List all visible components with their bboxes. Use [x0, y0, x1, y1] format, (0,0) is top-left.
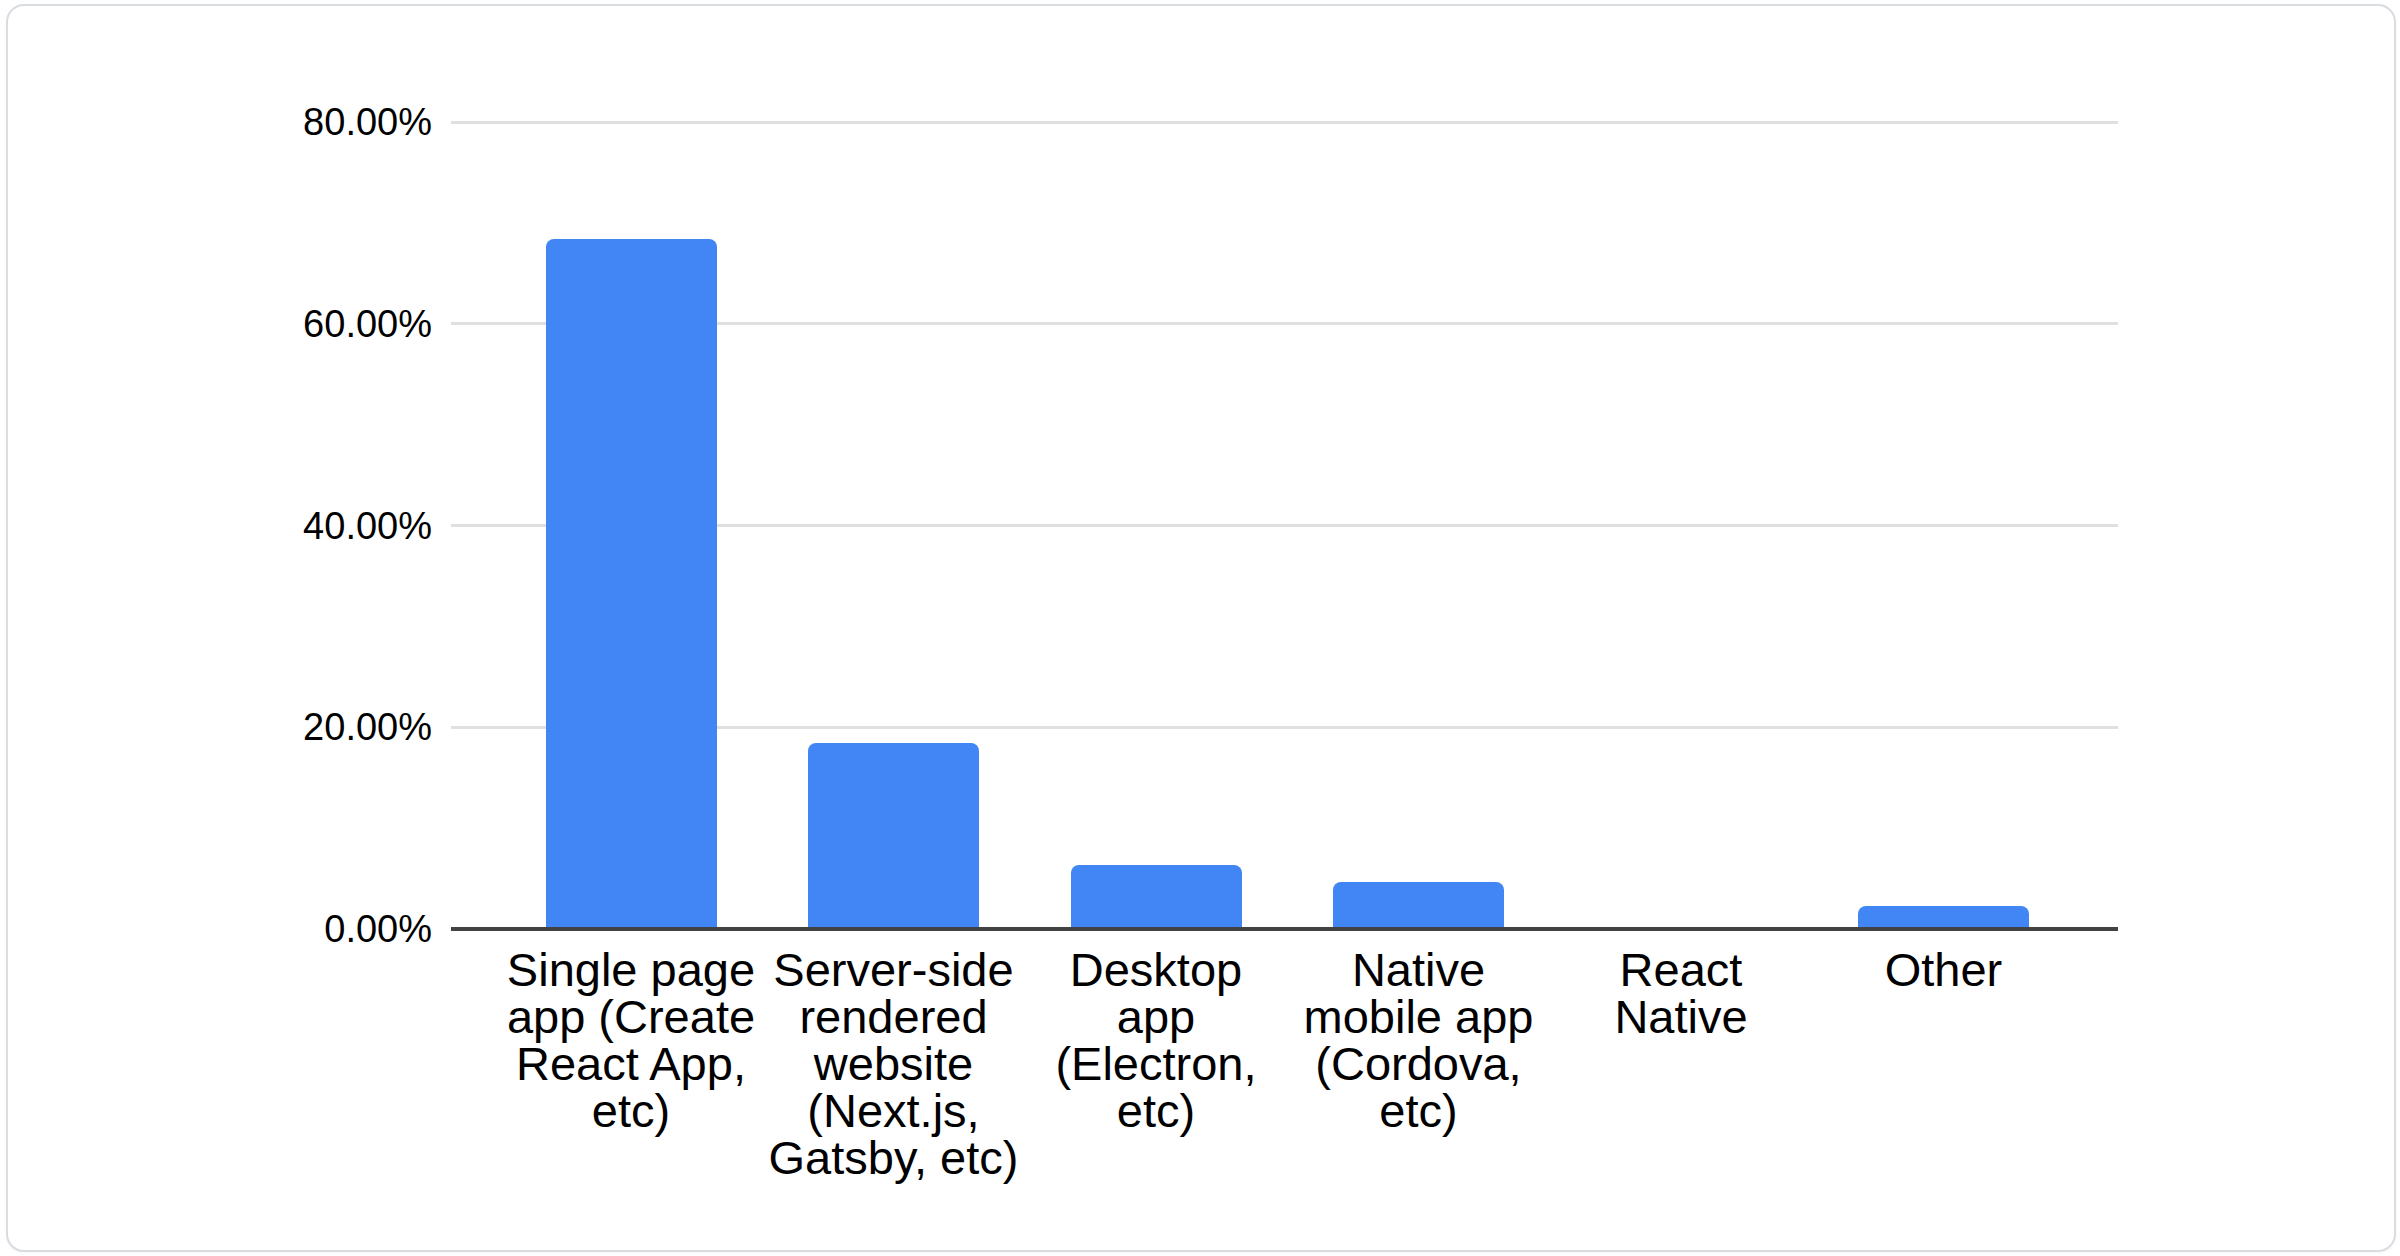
gridline-80	[451, 121, 2118, 124]
bar-2[interactable]	[1071, 865, 1242, 929]
chart-page: 80.00% 60.00% 40.00% 20.00% 0.00% Single page…	[0, 0, 2400, 1256]
x-axis-category-label: Server-side rendered website (Next.js, G…	[763, 946, 1025, 1181]
y-axis-tick-label: 40.00%	[172, 502, 432, 550]
x-axis-category-label: Single page app (Create React App, etc)	[500, 946, 762, 1134]
x-axis-category-label: React Native	[1550, 946, 1812, 1040]
bar-3[interactable]	[1333, 882, 1504, 929]
x-axis-category-label: Desktop app (Electron, etc)	[1025, 946, 1287, 1134]
x-axis-line	[451, 927, 2118, 931]
bar-0[interactable]	[546, 239, 717, 929]
x-axis-category-label: Other	[1813, 946, 2075, 993]
y-axis-tick-label: 20.00%	[172, 703, 432, 751]
bar-1[interactable]	[808, 743, 979, 929]
bar-chart: 80.00% 60.00% 40.00% 20.00% 0.00% Single page…	[8, 6, 2394, 1250]
y-axis-tick-label: 80.00%	[172, 98, 432, 146]
bar-5[interactable]	[1858, 906, 2029, 929]
y-axis-tick-label: 0.00%	[172, 905, 432, 953]
chart-card: 80.00% 60.00% 40.00% 20.00% 0.00% Single page…	[6, 4, 2396, 1252]
y-axis-tick-label: 60.00%	[172, 300, 432, 348]
x-axis-category-label: Native mobile app (Cordova, etc)	[1288, 946, 1550, 1134]
